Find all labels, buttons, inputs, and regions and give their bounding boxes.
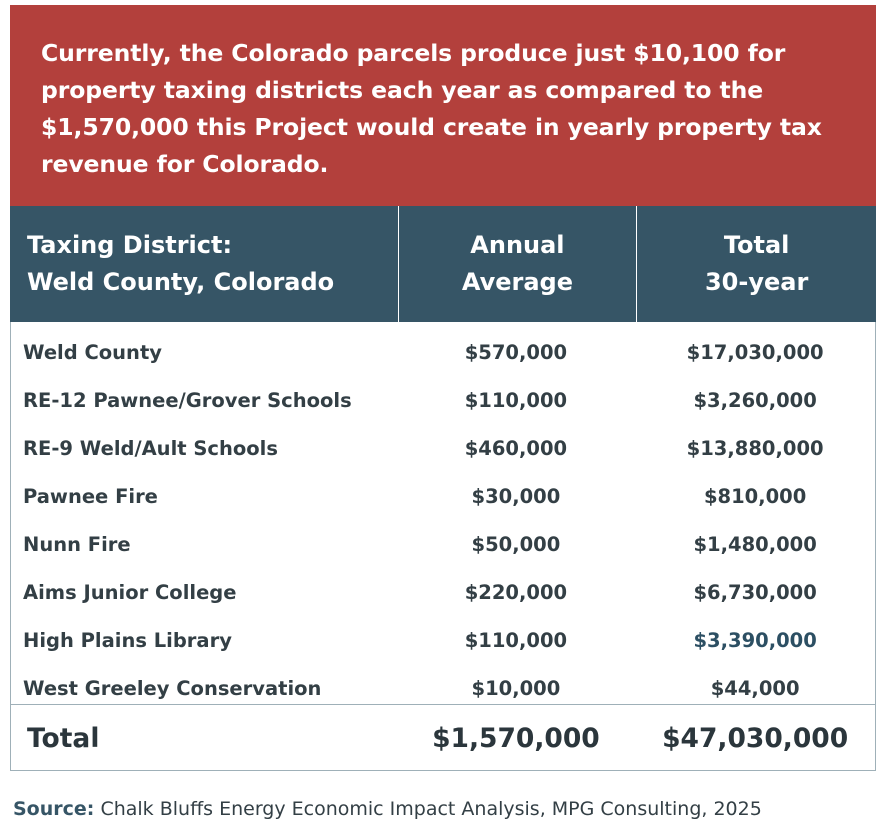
total-30-year-value: $810,000 (703, 484, 807, 508)
total-row: Total $1,570,000 $47,030,000 (11, 704, 875, 771)
header-annual-line1: Annual (470, 231, 565, 259)
header-total-line1: Total (723, 231, 790, 259)
header-total-30-year: Total 30-year (636, 206, 876, 322)
annual-average-value: $30,000 (471, 484, 561, 508)
table-row: Pawnee Fire $30,000 $810,000 (11, 472, 875, 520)
annual-average-value: $110,000 (464, 628, 568, 652)
total-30-year-value: $17,030,000 (686, 340, 824, 364)
source-label: Source: (13, 798, 95, 820)
total-30-year-value: $44,000 (710, 676, 800, 700)
summary-text: Currently, the Colorado parcels produce … (41, 39, 822, 178)
table-header: Taxing District: Weld County, Colorado A… (10, 206, 876, 322)
table-row: High Plains Library $110,000 $3,390,000 (11, 616, 875, 664)
annual-average-value: $570,000 (464, 340, 568, 364)
district-name: West Greeley Conservation (23, 676, 322, 700)
annual-average-value: $50,000 (471, 532, 561, 556)
district-name: Weld County (23, 340, 162, 364)
header-district-line2: Weld County, Colorado (27, 268, 335, 296)
header-total-line2: 30-year (704, 268, 809, 296)
annual-average-value: $110,000 (464, 388, 568, 412)
district-name: RE-9 Weld/Ault Schools (23, 436, 278, 460)
annual-average-value: $460,000 (464, 436, 568, 460)
table-row: West Greeley Conservation $10,000 $44,00… (11, 664, 875, 712)
header-taxing-district: Taxing District: Weld County, Colorado (10, 206, 398, 322)
district-name: RE-12 Pawnee/Grover Schools (23, 388, 352, 412)
annual-average-value: $220,000 (464, 580, 568, 604)
district-name: High Plains Library (23, 628, 232, 652)
annual-average-value: $10,000 (471, 676, 561, 700)
table-row: RE-9 Weld/Ault Schools $460,000 $13,880,… (11, 424, 875, 472)
tax-revenue-table: Taxing District: Weld County, Colorado A… (10, 206, 876, 771)
total-label: Total (27, 722, 100, 754)
district-name: Nunn Fire (23, 532, 131, 556)
total-30-year-value: $1,480,000 (693, 532, 817, 556)
table-body: Weld County $570,000 $17,030,000 RE-12 P… (11, 322, 875, 712)
table-row: RE-12 Pawnee/Grover Schools $110,000 $3,… (11, 376, 875, 424)
table-row: Nunn Fire $50,000 $1,480,000 (11, 520, 875, 568)
table-row: Weld County $570,000 $17,030,000 (11, 328, 875, 376)
header-annual-average: Annual Average (397, 206, 637, 322)
district-name: Aims Junior College (23, 580, 237, 604)
total-30-year-sum: $47,030,000 (662, 722, 849, 754)
summary-banner: Currently, the Colorado parcels produce … (10, 5, 876, 206)
header-district-line1: Taxing District: (27, 231, 233, 259)
district-name: Pawnee Fire (23, 484, 158, 508)
source-text: Chalk Bluffs Energy Economic Impact Anal… (100, 798, 762, 820)
table-row: Aims Junior College $220,000 $6,730,000 (11, 568, 875, 616)
total-30-year-value: $3,260,000 (693, 388, 817, 412)
total-30-year-value: $3,390,000 (693, 628, 817, 652)
header-annual-line2: Average (461, 268, 573, 296)
total-annual-value: $1,570,000 (432, 722, 600, 754)
total-30-year-value: $6,730,000 (693, 580, 817, 604)
source-citation: Source: Chalk Bluffs Energy Economic Imp… (13, 798, 762, 820)
total-30-year-value: $13,880,000 (686, 436, 824, 460)
